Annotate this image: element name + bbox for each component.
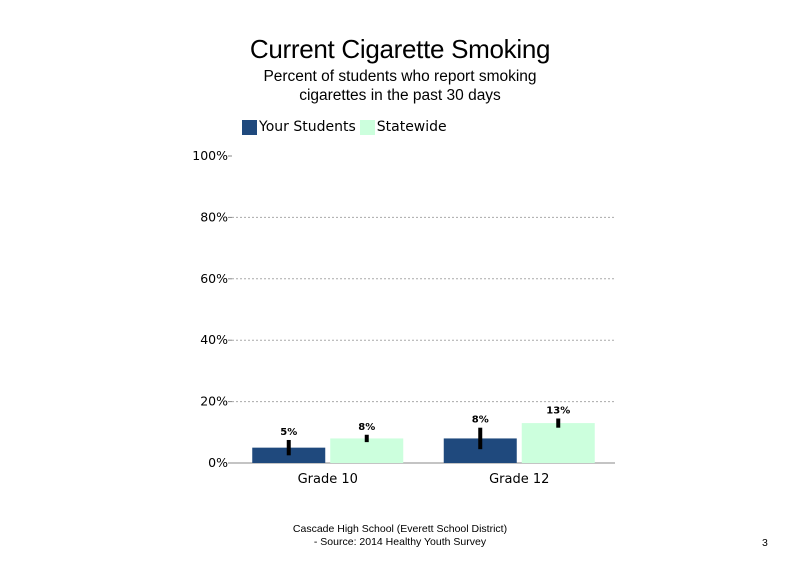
y-tick-label: 60% [200, 271, 228, 286]
legend-item-your-students: Your Students [242, 119, 356, 135]
data-label: 5% [280, 427, 297, 438]
legend-item-statewide: Statewide [359, 119, 447, 135]
legend-label: Statewide [376, 119, 447, 135]
page-number: 3 [762, 537, 768, 549]
x-tick-label: Grade 12 [489, 472, 549, 487]
legend-swatch [242, 119, 257, 135]
y-tick-label: 0% [208, 455, 228, 470]
data-label: 8% [358, 422, 375, 433]
x-tick-label: Grade 10 [298, 472, 358, 487]
footer: Cascade High School (Everett School Dist… [200, 523, 600, 549]
y-tick-label: 40% [200, 332, 228, 347]
bar [330, 438, 404, 463]
legend-label: Your Students [259, 119, 356, 135]
legend: Your Students Statewide [242, 118, 451, 136]
bar [521, 423, 595, 463]
y-tick-label: 80% [200, 209, 228, 224]
footer-source: - Source: 2014 Healthy Youth Survey [313, 536, 487, 548]
chart-subtitle: Percent of students who report smoking c… [263, 68, 537, 104]
chart-title: Current Cigarette Smoking [249, 34, 551, 64]
y-tick-label: 100% [192, 148, 228, 163]
legend-swatch [359, 119, 375, 135]
y-tick-label: 20% [200, 394, 228, 409]
footer-school: Cascade High School (Everett School Dist… [292, 523, 508, 535]
data-label: 8% [472, 415, 489, 426]
data-label: 13% [546, 405, 570, 416]
